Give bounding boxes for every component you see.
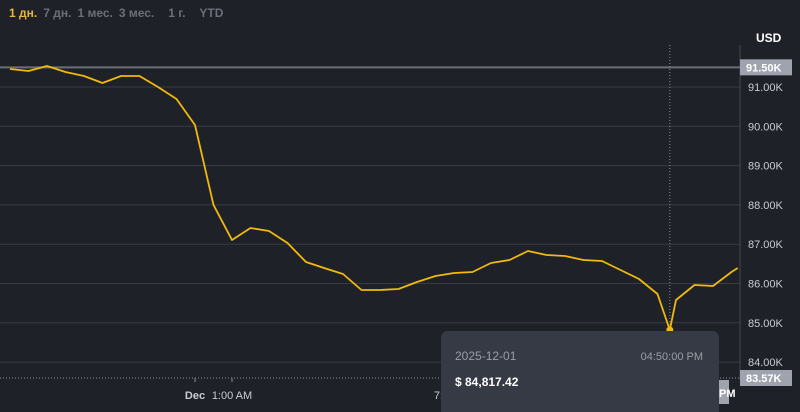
range-tabs: 1 дн. 7 дн. 1 мес. 3 мес. 1 г. YTD: [9, 6, 229, 20]
y-tick-label: 86.00K: [748, 279, 784, 291]
tab-7d[interactable]: 7 дн.: [43, 6, 72, 20]
currency-label: USD: [756, 31, 782, 45]
y-tick-label: 90.00K: [748, 121, 784, 133]
y-tick-label: 84.00K: [748, 357, 784, 369]
price-marker-box: [740, 59, 792, 76]
price-marker-label: 83.57K: [746, 373, 782, 385]
tab-3m[interactable]: 3 мес.: [118, 6, 155, 20]
y-tick-label: 88.00K: [748, 200, 784, 212]
y-tick-label: 91.00K: [748, 82, 784, 94]
y-tick-label: 85.00K: [748, 318, 784, 330]
y-tick-label: 89.00K: [748, 161, 784, 173]
price-marker-box: [740, 370, 792, 386]
y-tick-label: 87.00K: [748, 239, 784, 251]
x-tick-label: Dec: [185, 390, 205, 402]
tooltip-price: $ 84,817.42: [455, 375, 519, 389]
x-tick-label: 1:00 AM: [212, 390, 252, 402]
tab-1d[interactable]: 1 дн.: [9, 6, 38, 20]
price-line: [9, 65, 739, 331]
tooltip-date: 2025-12-01: [455, 349, 517, 363]
tooltip-time: 04:50:00 PM: [640, 351, 703, 363]
tab-1y[interactable]: 1 г.: [168, 6, 186, 20]
price-tooltip: 2025-12-01 04:50:00 PM $ 84,817.42: [441, 331, 719, 412]
crosshair-time-box: [719, 380, 729, 404]
tab-1m[interactable]: 1 мес.: [77, 6, 113, 20]
tab-ytd[interactable]: YTD: [199, 6, 224, 20]
price-marker-label: 91.50K: [746, 62, 782, 74]
crosshair-time-label: PM: [719, 388, 736, 400]
